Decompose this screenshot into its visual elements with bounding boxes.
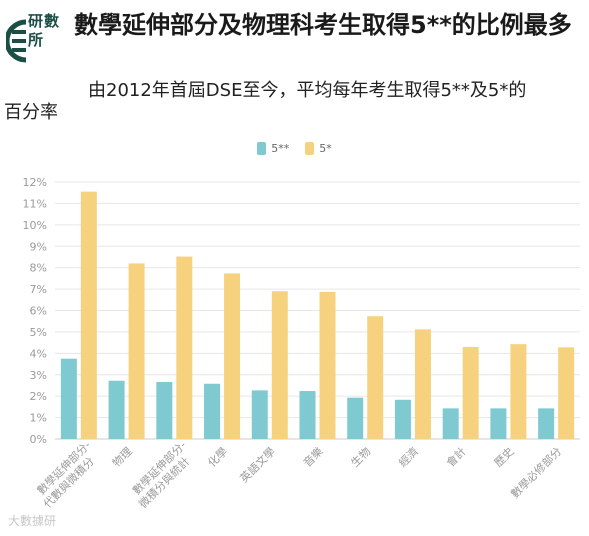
watermark: 大數據研	[8, 514, 57, 528]
subtitle-line-1: 由2012年首屆DSE至今，平均每年考生取得5**及5*的	[88, 80, 527, 101]
x-tick-label-line: 數學必修部分	[508, 444, 565, 501]
bar-5ss	[60, 358, 77, 439]
x-tick-label: 數學延伸部分-代數與微積分	[30, 438, 103, 511]
bar-5ss	[156, 382, 173, 439]
bar-5ss	[490, 408, 507, 439]
y-tick-label: 12%	[23, 176, 47, 189]
y-tick-label: 0%	[30, 433, 47, 446]
x-tick-label: 物理	[109, 444, 134, 469]
x-tick-label-line: 經濟	[396, 444, 421, 469]
legend-swatch-5ss	[257, 142, 267, 155]
x-tick-label: 歷史	[492, 445, 517, 470]
x-tick-label: 數學延伸部分-微積分與統計	[126, 438, 199, 511]
x-tick-label-line: 物理	[109, 444, 134, 469]
bar-5s	[367, 316, 384, 439]
bar-5ss	[394, 399, 411, 439]
logo-text: 研數所	[28, 12, 61, 49]
bar-5s	[558, 347, 575, 439]
legend-swatch-5s	[305, 142, 315, 155]
bar-5ss	[538, 408, 555, 439]
y-tick-label: 11%	[23, 197, 47, 210]
y-tick-label: 4%	[30, 347, 47, 360]
y-tick-label: 3%	[30, 369, 47, 382]
y-tick-label: 5%	[30, 326, 47, 339]
bar-5ss	[299, 391, 316, 439]
x-tick-label: 音樂	[300, 444, 325, 469]
bar-5s	[224, 273, 241, 439]
bar-5s	[462, 346, 479, 439]
bar-5s	[319, 291, 336, 439]
x-tick-label: 經濟	[396, 444, 421, 469]
x-tick-label: 生物	[348, 444, 373, 469]
x-tick-label-line: 化學	[205, 444, 230, 469]
bar-5ss	[108, 380, 125, 439]
x-tick-label: 英語文學	[237, 444, 278, 485]
legend: 5** 5*	[0, 142, 589, 155]
y-tick-label: 9%	[30, 240, 47, 253]
bar-5ss	[251, 390, 268, 439]
y-tick-label: 1%	[30, 412, 47, 425]
y-tick-label: 8%	[30, 262, 47, 275]
x-tick-label-line: 會計	[443, 444, 468, 469]
x-tick-label-line: 生物	[348, 444, 373, 469]
bar-5s	[510, 344, 527, 439]
bar-5ss	[347, 397, 364, 439]
chart-subtitle: 由2012年首屆DSE至今，平均每年考生取得5**及5*的 百分率	[4, 80, 584, 124]
legend-label-5s: 5*	[319, 142, 332, 155]
y-tick-label: 2%	[30, 390, 47, 403]
bar-5s	[271, 291, 288, 439]
bar-5s	[128, 263, 145, 439]
logo-mark-icon	[6, 19, 27, 63]
x-tick-label-line: 英語文學	[237, 444, 278, 485]
legend-item-5ss[interactable]: 5**	[257, 142, 289, 155]
y-tick-label: 10%	[23, 219, 47, 232]
chart-title: 數學延伸部分及物理科考生取得5**的比例最多	[74, 11, 572, 39]
y-tick-label: 6%	[30, 305, 47, 318]
x-tick-label: 會計	[443, 444, 468, 469]
x-tick-label-line: 音樂	[300, 444, 325, 469]
legend-item-5s[interactable]: 5*	[305, 142, 332, 155]
x-tick-label: 數學必修部分	[508, 444, 565, 501]
bar-5ss	[204, 383, 221, 439]
subtitle-line-2: 百分率	[4, 102, 58, 123]
bar-5ss	[442, 408, 459, 439]
x-tick-label-line: 歷史	[492, 445, 517, 470]
x-tick-label: 化學	[205, 444, 230, 469]
bar-5s	[414, 329, 431, 439]
bar-5s	[176, 256, 193, 439]
y-tick-label: 7%	[30, 283, 47, 296]
logo: 研數所	[6, 12, 62, 72]
legend-label-5ss: 5**	[271, 142, 290, 155]
bar-5s	[80, 191, 97, 439]
